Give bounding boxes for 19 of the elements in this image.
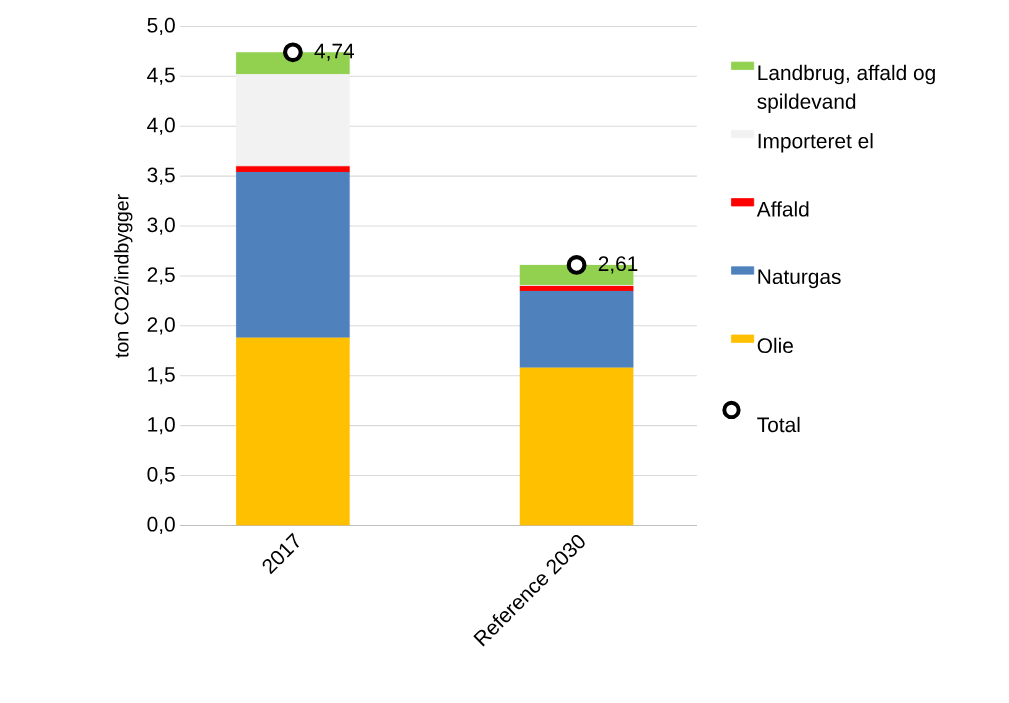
y-tick-label: 2,0 [147, 317, 175, 335]
legend-label: Olie [757, 337, 793, 354]
legend-label: Affald [756, 201, 809, 217]
y-tick-label: 3,0 [147, 217, 175, 235]
legend-label: Naturgas [758, 269, 841, 289]
legend-label: Importeret el [758, 133, 873, 153]
y-tick-label: 3,5 [147, 167, 175, 185]
y-tick-label: 1,5 [148, 367, 175, 385]
legend-label: Landbrug, affald og spildevand [757, 65, 935, 114]
data-label: 2,61 [598, 256, 638, 274]
y-tick-label: 0,0 [147, 517, 175, 535]
y-axis-title: ton CO2/indbygger [114, 194, 133, 358]
legend-label: Total [757, 417, 800, 433]
y-tick-label: 2,5 [147, 267, 175, 285]
y-tick-label: 4,0 [147, 117, 175, 136]
y-tick-label: 0,5 [147, 467, 175, 485]
y-tick-label: 1,0 [148, 417, 175, 435]
y-tick-label: 5,0 [147, 18, 175, 36]
y-tick-label: 4,5 [147, 68, 175, 86]
